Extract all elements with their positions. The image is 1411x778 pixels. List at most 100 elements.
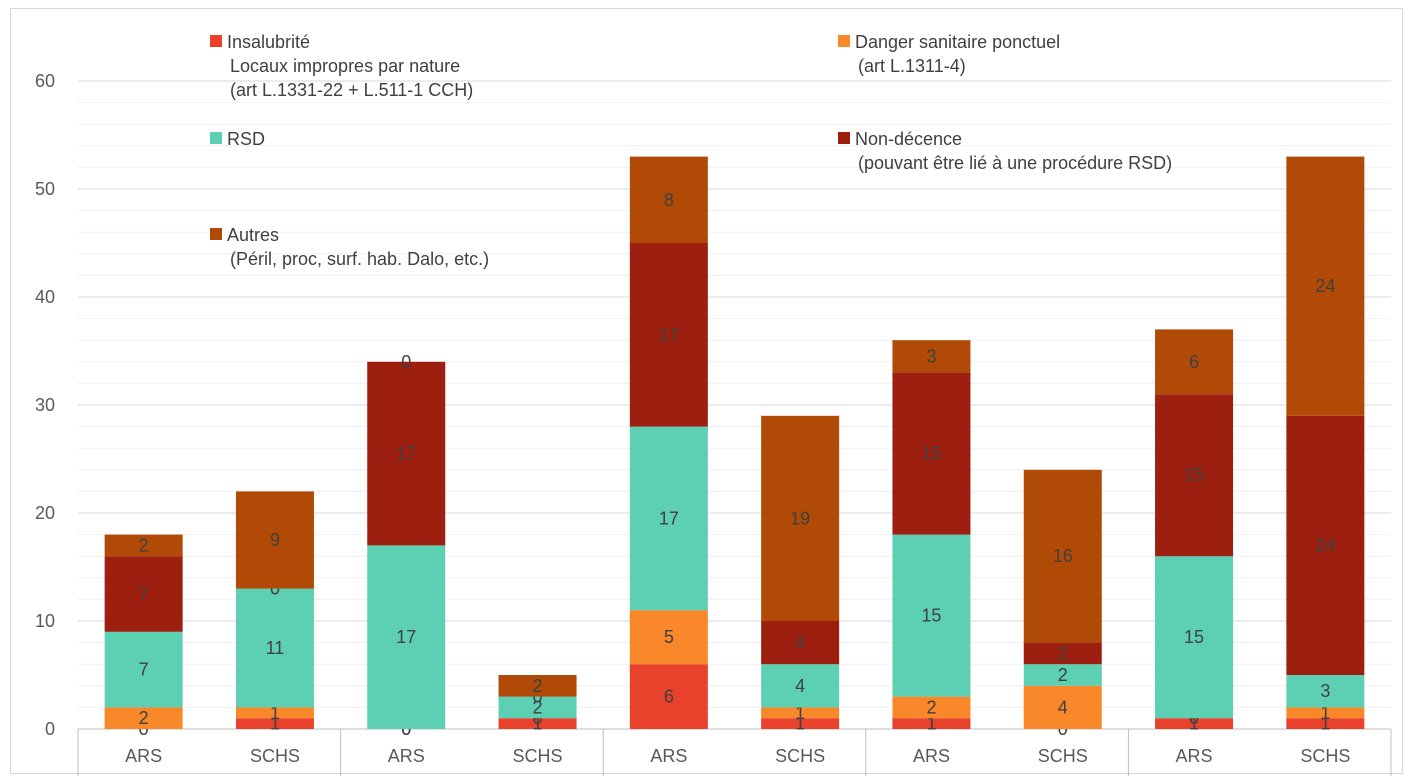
data-label: 5	[664, 627, 674, 647]
legend-label: Locaux impropres par nature	[230, 56, 460, 76]
legend-label: Insalubrité	[227, 32, 310, 52]
data-label: 1	[1320, 714, 1330, 734]
bar-segment	[1023, 469, 1102, 643]
legend-swatch	[838, 35, 850, 47]
data-label: 17	[396, 444, 416, 464]
bar-segment	[104, 556, 183, 632]
bar-segment	[1155, 329, 1234, 395]
bar-segment	[498, 696, 577, 719]
data-label: 1	[926, 714, 936, 734]
data-label: 2	[139, 535, 149, 555]
bar-segment	[1286, 718, 1365, 729]
x-tick-label: ARS	[125, 746, 162, 766]
bar-segment	[761, 718, 840, 729]
bar-segment	[1286, 707, 1365, 719]
data-label: 1	[1320, 703, 1330, 723]
data-label: 24	[1315, 276, 1335, 296]
bar-segment	[1155, 718, 1234, 729]
bar-segment	[629, 664, 708, 729]
data-label: 1	[270, 714, 280, 734]
data-label: 1	[1189, 714, 1199, 734]
legend-label: Danger sanitaire ponctuel	[855, 32, 1060, 52]
bar-segment	[892, 340, 971, 373]
data-label: 4	[795, 676, 805, 696]
data-label: 2	[533, 697, 543, 717]
data-label: 4	[1058, 697, 1068, 717]
data-label: 7	[139, 660, 149, 680]
bar-segment	[498, 675, 577, 697]
data-label: 0	[533, 708, 543, 728]
data-label: 2	[1058, 665, 1068, 685]
data-label: 0	[401, 352, 411, 372]
legend-label: (art L.1331-22 + L.511-1 CCH)	[230, 80, 473, 100]
legend-swatch	[838, 132, 850, 144]
data-label: 6	[1189, 352, 1199, 372]
data-label: 1	[533, 714, 543, 734]
data-label: 1	[270, 703, 280, 723]
data-label: 4	[795, 633, 805, 653]
data-label: 7	[139, 584, 149, 604]
legend-swatch	[210, 228, 222, 240]
data-label: 3	[926, 346, 936, 366]
x-tick-label: SCHS	[250, 746, 300, 766]
bar-segment	[104, 707, 183, 729]
data-label: 2	[1058, 643, 1068, 663]
bar-segment	[235, 491, 314, 589]
bar-segment	[1155, 394, 1234, 557]
data-label: 11	[266, 638, 285, 658]
data-label: 17	[396, 627, 416, 647]
bar-segment	[629, 243, 708, 427]
x-tick-label: SCHS	[1300, 746, 1350, 766]
data-label: 15	[1184, 627, 1204, 647]
legend-label: Autres	[227, 225, 279, 245]
bar-segment	[629, 610, 708, 665]
bar-segment	[235, 707, 314, 719]
bar-segment	[892, 718, 971, 729]
bar-segment	[1286, 156, 1365, 416]
data-label: 2	[533, 676, 543, 696]
data-label: 2	[926, 697, 936, 717]
legend-label: (art L.1311-4)	[858, 56, 966, 76]
bar-segment	[498, 718, 577, 729]
data-label: 17	[659, 508, 679, 528]
bar-segment	[761, 707, 840, 719]
bar-segment	[235, 588, 314, 708]
y-tick-label: 20	[35, 503, 55, 523]
bar-segment	[892, 534, 971, 697]
x-tick-label: ARS	[1176, 746, 1213, 766]
x-tick-label: SCHS	[1038, 746, 1088, 766]
legend-label: (pouvant être lié à une procédure RSD)	[858, 153, 1172, 173]
x-tick-label: SCHS	[775, 746, 825, 766]
data-label: 8	[664, 190, 674, 210]
legend-swatch	[210, 132, 222, 144]
legend-swatch	[210, 35, 222, 47]
data-label: 15	[1184, 465, 1204, 485]
data-label: 24	[1315, 535, 1335, 555]
y-tick-label: 10	[35, 611, 55, 631]
bar-segment	[367, 361, 446, 546]
bar-segment	[761, 415, 840, 621]
y-tick-label: 40	[35, 287, 55, 307]
data-label: 17	[659, 325, 679, 345]
data-label: 6	[664, 687, 674, 707]
bar-segment	[1023, 685, 1102, 729]
legend-label: (Péril, proc, surf. hab. Dalo, etc.)	[230, 249, 489, 269]
bar-segment	[629, 426, 708, 611]
y-tick-label: 60	[35, 71, 55, 91]
data-label: 9	[270, 530, 280, 550]
data-label: 1	[795, 714, 805, 734]
y-tick-label: 0	[45, 719, 55, 739]
bar-segment	[892, 696, 971, 719]
data-label: 3	[1320, 681, 1330, 701]
bar-segment	[1023, 642, 1102, 665]
bar-segment	[1286, 415, 1365, 675]
bar-segment	[104, 631, 183, 708]
x-tick-label: ARS	[388, 746, 425, 766]
legend-label: Non-décence	[855, 129, 962, 149]
bar-segment	[235, 718, 314, 729]
bar-segment	[761, 664, 840, 708]
x-tick-label: ARS	[913, 746, 950, 766]
data-label: 15	[921, 444, 941, 464]
x-tick-label: SCHS	[513, 746, 563, 766]
